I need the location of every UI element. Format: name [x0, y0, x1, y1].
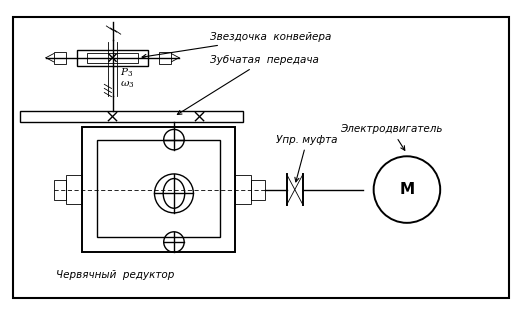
Text: М: М: [399, 182, 414, 197]
Text: Зубчатая  передача: Зубчатая передача: [177, 55, 318, 114]
Text: Червячный  редуктор: Червячный редуктор: [56, 270, 174, 280]
Text: $P_3$: $P_3$: [120, 67, 133, 79]
Bar: [20, 112, 243, 122]
Bar: [54, 179, 66, 200]
Text: Электродвигатель: Электродвигатель: [340, 124, 443, 150]
Bar: [251, 179, 265, 200]
Bar: [87, 53, 138, 63]
Text: $\omega_3$: $\omega_3$: [120, 79, 135, 90]
Bar: [97, 140, 220, 237]
Bar: [77, 50, 148, 66]
Bar: [159, 51, 171, 64]
Bar: [82, 127, 235, 252]
Bar: [66, 175, 82, 204]
Bar: [235, 175, 251, 204]
Text: Упр. муфта: Упр. муфта: [276, 135, 338, 182]
Text: Звездочка  конвейера: Звездочка конвейера: [142, 32, 331, 59]
Bar: [54, 51, 66, 64]
